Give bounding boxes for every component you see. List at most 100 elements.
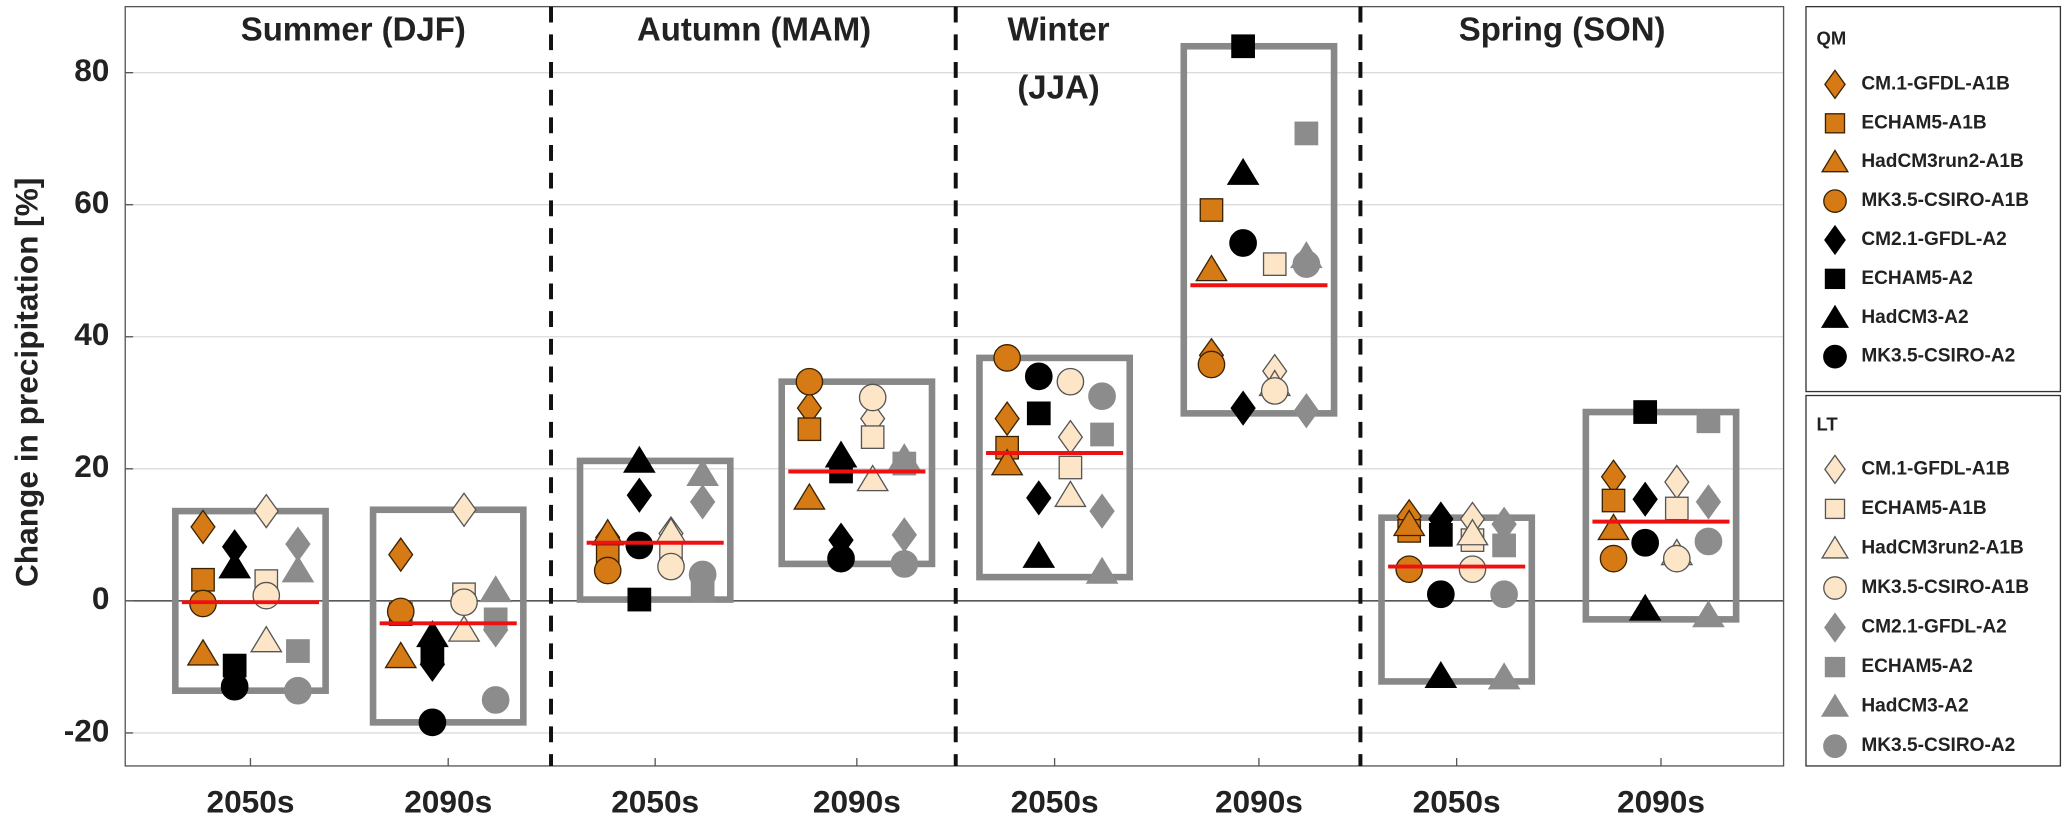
legend-marker bbox=[1824, 268, 1846, 290]
marker bbox=[1230, 390, 1256, 426]
marker bbox=[1229, 229, 1257, 257]
legend-marker bbox=[1824, 656, 1846, 678]
marker bbox=[281, 555, 315, 583]
legend-marker bbox=[1823, 734, 1847, 759]
marker bbox=[1395, 555, 1424, 584]
marker bbox=[479, 575, 512, 603]
marker bbox=[1692, 600, 1725, 628]
marker bbox=[858, 383, 887, 412]
legend-marker bbox=[1823, 576, 1847, 600]
marker bbox=[1195, 254, 1228, 282]
marker bbox=[1026, 480, 1052, 516]
marker bbox=[1456, 518, 1489, 546]
marker bbox=[1226, 157, 1260, 185]
marker bbox=[1664, 496, 1689, 521]
x-tick-label: 2090s bbox=[1617, 784, 1705, 820]
legend-title: LT bbox=[1817, 414, 1839, 435]
marker bbox=[860, 425, 885, 449]
marker bbox=[186, 638, 220, 666]
marker bbox=[1628, 593, 1662, 621]
marker bbox=[657, 552, 685, 581]
marker bbox=[1426, 580, 1455, 609]
season-title: Autumn (MAM) bbox=[637, 10, 871, 47]
legend-label: MK3.5-CSIRO-A2 bbox=[1861, 346, 2015, 367]
legend-label: MK3.5-CSIRO-A1B bbox=[1861, 190, 2029, 211]
marker bbox=[1293, 393, 1320, 429]
marker bbox=[627, 587, 652, 612]
marker bbox=[1599, 544, 1628, 573]
season-title: Summer (DJF) bbox=[241, 10, 466, 47]
y-axis-label: Change in precipitation [%] bbox=[8, 178, 44, 587]
marker bbox=[1231, 34, 1255, 59]
marker bbox=[450, 588, 478, 617]
marker bbox=[1631, 528, 1660, 557]
marker bbox=[1090, 422, 1114, 447]
marker bbox=[418, 708, 447, 737]
marker bbox=[797, 417, 822, 442]
marker bbox=[1199, 198, 1224, 222]
y-tick-label: 20 bbox=[74, 448, 109, 484]
marker bbox=[1662, 544, 1691, 573]
marker bbox=[686, 458, 719, 486]
marker bbox=[1054, 480, 1087, 508]
marker bbox=[1056, 367, 1085, 396]
legend-marker bbox=[1824, 612, 1846, 643]
season-title: (JJA) bbox=[1017, 68, 1099, 105]
marker bbox=[994, 401, 1020, 437]
marker bbox=[887, 443, 921, 471]
marker bbox=[1490, 580, 1518, 609]
marker bbox=[1260, 377, 1289, 405]
marker bbox=[1294, 121, 1319, 146]
marker bbox=[252, 581, 281, 610]
marker bbox=[1694, 527, 1723, 556]
marker bbox=[990, 448, 1024, 476]
marker bbox=[1392, 509, 1426, 537]
legend-label: ECHAM5-A1B bbox=[1861, 112, 1986, 133]
marker bbox=[1197, 350, 1226, 379]
range-box bbox=[369, 506, 527, 726]
marker bbox=[1696, 409, 1721, 434]
range-box bbox=[1378, 514, 1536, 685]
y-tick-label: 80 bbox=[74, 52, 109, 88]
marker bbox=[447, 614, 481, 642]
marker bbox=[625, 531, 654, 560]
marker bbox=[1058, 455, 1083, 480]
marker bbox=[1088, 382, 1116, 411]
marker bbox=[1262, 252, 1287, 277]
range-box bbox=[576, 457, 734, 603]
marker bbox=[218, 551, 251, 579]
marker bbox=[626, 477, 653, 513]
y-tick-label: 0 bbox=[92, 580, 110, 616]
marker bbox=[483, 607, 508, 632]
marker bbox=[1458, 555, 1487, 584]
legend-label: ECHAM5-A2 bbox=[1861, 656, 1972, 677]
legend-label: CM.1-GFDL-A1B bbox=[1861, 73, 2010, 94]
x-tick-label: 2050s bbox=[1011, 784, 1099, 820]
legend-marker bbox=[1824, 454, 1846, 485]
legend-marker bbox=[1820, 149, 1850, 173]
legend-label: CM2.1-GFDL-A2 bbox=[1861, 229, 2006, 250]
marker bbox=[190, 509, 216, 545]
marker bbox=[623, 445, 656, 473]
x-tick-label: 2090s bbox=[813, 784, 901, 820]
marker bbox=[1632, 481, 1658, 517]
x-tick-label: 2050s bbox=[206, 784, 294, 820]
x-tick-label: 2090s bbox=[404, 784, 492, 820]
marker bbox=[1428, 522, 1453, 547]
legend-label: ECHAM5-A2 bbox=[1861, 268, 1972, 289]
marker bbox=[284, 676, 312, 705]
legend-label: HadCM3run2-A1B bbox=[1861, 537, 2023, 558]
legend-label: ECHAM5-A1B bbox=[1861, 498, 1986, 519]
marker bbox=[827, 544, 855, 573]
marker bbox=[1022, 540, 1056, 568]
marker bbox=[688, 560, 717, 589]
range-box bbox=[1582, 408, 1740, 623]
range-box bbox=[778, 378, 936, 568]
legend-marker bbox=[1824, 498, 1846, 520]
legend-label: HadCM3-A2 bbox=[1861, 307, 1968, 328]
marker bbox=[1492, 533, 1516, 558]
season-title: Winter bbox=[1007, 10, 1109, 47]
marker bbox=[249, 625, 283, 653]
legend-label: MK3.5-CSIRO-A1B bbox=[1861, 577, 2029, 598]
